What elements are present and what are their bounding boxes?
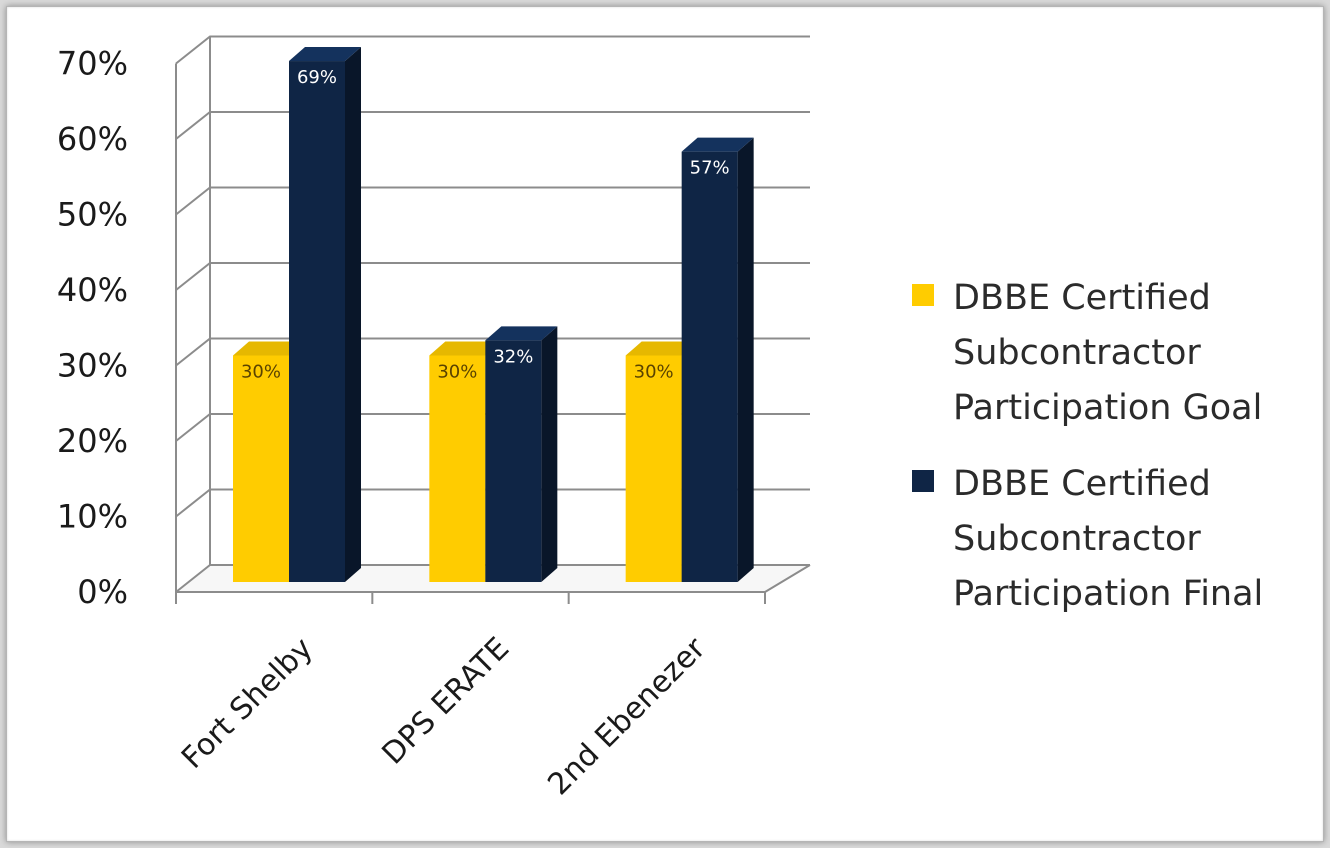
legend-label: Subcontractor [953, 333, 1201, 373]
bar-top [289, 47, 361, 62]
y-tick-label: 20% [57, 422, 128, 460]
bar-side [541, 326, 558, 582]
bar-front [289, 61, 345, 583]
bar-front [485, 340, 542, 582]
data-label: 69% [297, 67, 337, 88]
bar-top [233, 341, 305, 356]
legend-label: Participation Goal [953, 388, 1262, 428]
x-tick-label: DPS ERATE [376, 631, 517, 772]
floor-edge [764, 564, 811, 593]
data-label: 30% [634, 362, 674, 383]
x-tick-label: Fort Shelby [175, 631, 320, 776]
legend-swatch [912, 284, 934, 306]
bar-front [625, 355, 682, 582]
bar-side [345, 47, 361, 583]
data-label: 32% [493, 346, 533, 367]
bar [681, 137, 754, 582]
legend-label: Subcontractor [953, 519, 1201, 559]
data-label: 30% [437, 362, 477, 383]
bar-front [233, 355, 289, 582]
bar-top [625, 341, 698, 356]
bar-front [429, 355, 486, 582]
y-tick-label: 10% [57, 498, 128, 536]
bar [485, 326, 558, 582]
legend: DBBE Certified Subcontractor Participation… [912, 278, 1263, 614]
bars: 30% 69% 30% 32% 30% 57% [233, 47, 754, 583]
bar-front [681, 151, 738, 582]
bar [289, 47, 361, 583]
y-tick-label: 30% [57, 347, 128, 385]
x-tick-label: 2nd Ebenezer [541, 630, 713, 802]
y-tick-label: 50% [57, 196, 128, 234]
legend-swatch [912, 470, 934, 492]
legend-label: Participation Final [953, 574, 1263, 614]
y-axis-ticks: 0% 10% 20% 30% 40% 50% 60% 70% [57, 45, 128, 612]
bar-top [681, 137, 754, 152]
data-label: 57% [690, 158, 730, 179]
bar-side [737, 137, 754, 582]
y-tick-label: 40% [57, 271, 128, 309]
x-axis-ticks: Fort Shelby DPS ERATE 2nd Ebenezer [175, 630, 713, 802]
data-label: 30% [241, 362, 281, 383]
axes [175, 36, 811, 604]
legend-label: DBBE Certified [953, 464, 1211, 504]
y-tick-label: 70% [57, 45, 128, 83]
y-tick-label: 0% [77, 573, 128, 611]
bar-top [429, 341, 502, 356]
y-tick-label: 60% [57, 120, 128, 158]
legend-label: DBBE Certified [953, 278, 1211, 318]
bar-top [485, 326, 558, 341]
